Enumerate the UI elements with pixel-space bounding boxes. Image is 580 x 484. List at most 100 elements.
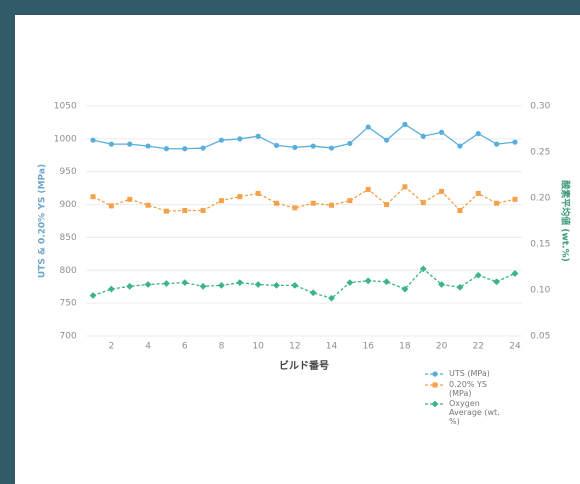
marker bbox=[89, 292, 97, 299]
marker bbox=[108, 203, 114, 209]
marker bbox=[145, 202, 151, 208]
x-tick-label: 4 bbox=[145, 342, 151, 352]
marker bbox=[328, 294, 335, 302]
legend-item: Oxygen Average (wt. %) bbox=[424, 399, 534, 426]
marker bbox=[494, 200, 500, 206]
x-tick-label: 16 bbox=[362, 342, 374, 352]
marker bbox=[438, 129, 445, 135]
marker bbox=[456, 283, 464, 291]
marker bbox=[431, 400, 439, 408]
marker bbox=[494, 141, 500, 147]
marker bbox=[163, 280, 170, 287]
marker bbox=[273, 282, 280, 289]
y2-tick-label: 0.20 bbox=[530, 194, 550, 204]
marker bbox=[419, 265, 427, 273]
marker bbox=[145, 143, 151, 149]
x-tick-label: 14 bbox=[326, 342, 338, 352]
marker bbox=[347, 198, 353, 204]
marker bbox=[273, 142, 280, 149]
marker bbox=[383, 137, 390, 143]
y-tick-label: 800 bbox=[60, 266, 77, 276]
marker bbox=[182, 146, 188, 152]
y-tick-label: 750 bbox=[60, 299, 77, 309]
marker bbox=[364, 277, 372, 285]
marker bbox=[328, 145, 335, 151]
marker bbox=[432, 371, 438, 377]
series-line bbox=[92, 123, 516, 150]
y2-tick-label: 0.30 bbox=[530, 102, 550, 112]
marker bbox=[255, 133, 261, 139]
marker bbox=[475, 131, 481, 137]
marker bbox=[310, 143, 316, 149]
marker bbox=[438, 281, 445, 288]
y-tick-label: 900 bbox=[60, 200, 77, 210]
marker bbox=[255, 190, 261, 196]
series-line bbox=[92, 185, 516, 212]
marker bbox=[163, 146, 170, 152]
x-tick-label: 6 bbox=[182, 342, 188, 352]
legend-swatch bbox=[425, 382, 445, 388]
marker bbox=[237, 194, 243, 200]
marker bbox=[420, 200, 426, 206]
marker bbox=[108, 141, 114, 147]
y-tick-label: 700 bbox=[60, 332, 77, 342]
marker bbox=[107, 285, 115, 293]
x-tick-label: 2 bbox=[109, 342, 115, 352]
marker bbox=[401, 285, 409, 293]
y-tick-label: 1050 bbox=[54, 102, 77, 112]
marker bbox=[329, 202, 335, 208]
marker bbox=[474, 271, 482, 279]
y2-tick-label: 0.15 bbox=[530, 240, 550, 250]
x-axis-title: ビルド番号 bbox=[279, 359, 329, 372]
marker bbox=[181, 279, 189, 287]
y2-tick-label: 0.10 bbox=[530, 286, 550, 296]
marker bbox=[475, 190, 481, 196]
x-tick-label: 22 bbox=[473, 342, 484, 352]
marker bbox=[200, 207, 206, 213]
x-tick-label: 8 bbox=[219, 342, 225, 352]
y2-tick-label: 0.05 bbox=[530, 332, 550, 342]
marker bbox=[218, 137, 225, 143]
x-tick-label: 20 bbox=[436, 342, 448, 352]
y2-tick-label: 0.25 bbox=[530, 148, 550, 158]
legend-item: 0.20% YS (MPa) bbox=[424, 380, 534, 398]
marker bbox=[200, 145, 206, 151]
marker bbox=[384, 202, 390, 208]
marker bbox=[254, 281, 262, 288]
marker bbox=[199, 282, 207, 290]
marker bbox=[493, 278, 501, 286]
marker bbox=[144, 281, 152, 288]
marker bbox=[402, 184, 408, 190]
y2-axis-title: 酸素平均値 (wt.%) bbox=[560, 180, 572, 261]
marker bbox=[457, 207, 463, 213]
x-tick-label: 24 bbox=[509, 342, 521, 352]
marker bbox=[126, 282, 134, 290]
marker bbox=[236, 279, 244, 287]
marker bbox=[182, 207, 188, 213]
marker bbox=[346, 279, 354, 287]
marker bbox=[127, 141, 133, 147]
marker bbox=[292, 205, 298, 211]
marker bbox=[420, 133, 426, 139]
marker bbox=[273, 200, 279, 206]
x-tick-label: 12 bbox=[289, 342, 300, 352]
marker bbox=[439, 188, 445, 194]
x-tick-label: 10 bbox=[252, 342, 264, 352]
legend-swatch bbox=[425, 400, 445, 408]
y-tick-label: 950 bbox=[60, 167, 77, 177]
legend-label: 0.20% YS (MPa) bbox=[449, 380, 487, 398]
marker bbox=[291, 282, 299, 289]
marker bbox=[365, 124, 371, 130]
marker bbox=[383, 278, 390, 286]
marker bbox=[163, 208, 169, 214]
marker bbox=[237, 136, 243, 142]
y-axis-title: UTS & 0.20% YS (MPa) bbox=[38, 164, 48, 278]
panel bbox=[15, 15, 580, 484]
marker bbox=[127, 196, 133, 202]
marker bbox=[402, 121, 408, 127]
marker bbox=[292, 144, 298, 150]
marker bbox=[512, 196, 518, 202]
x-tick-label: 18 bbox=[399, 342, 411, 352]
